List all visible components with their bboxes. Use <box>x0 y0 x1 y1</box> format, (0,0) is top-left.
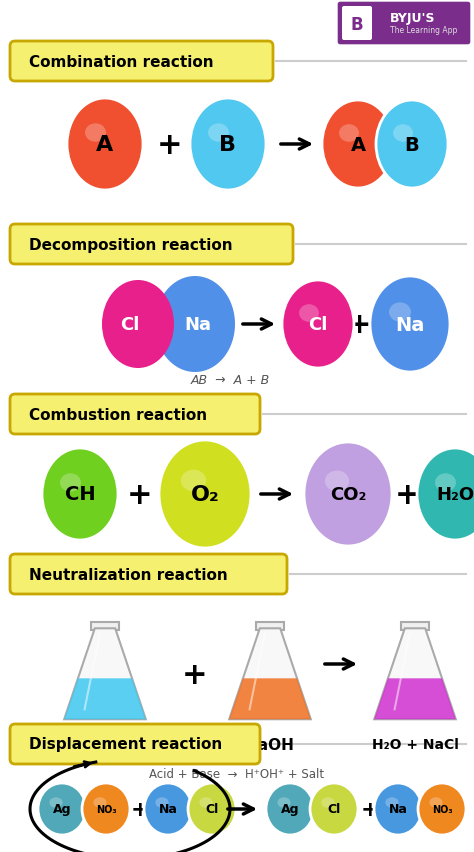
Polygon shape <box>64 629 146 719</box>
Text: +: + <box>348 311 372 338</box>
Text: CO₂: CO₂ <box>330 486 366 504</box>
Ellipse shape <box>155 797 169 808</box>
Text: +: + <box>127 480 153 509</box>
Text: A: A <box>96 135 114 155</box>
Text: Decomposition reaction: Decomposition reaction <box>29 237 233 252</box>
Ellipse shape <box>42 448 118 540</box>
Text: Ag: Ag <box>281 803 299 815</box>
Ellipse shape <box>385 797 399 808</box>
Text: +: + <box>131 799 149 819</box>
Text: CH: CH <box>64 485 95 504</box>
Text: The Learning App: The Learning App <box>390 26 457 34</box>
Ellipse shape <box>299 305 319 322</box>
FancyBboxPatch shape <box>10 724 260 764</box>
Text: +: + <box>157 130 183 159</box>
Text: Cl: Cl <box>308 315 328 334</box>
Ellipse shape <box>389 303 411 322</box>
Ellipse shape <box>85 124 106 142</box>
Ellipse shape <box>181 470 206 492</box>
Text: B: B <box>219 135 237 155</box>
Polygon shape <box>91 622 119 630</box>
Polygon shape <box>374 678 456 719</box>
Polygon shape <box>229 629 311 719</box>
Text: +: + <box>361 799 379 819</box>
Ellipse shape <box>277 797 291 808</box>
Ellipse shape <box>102 280 174 369</box>
Text: Neutralization reaction: Neutralization reaction <box>29 567 228 582</box>
Ellipse shape <box>417 448 474 540</box>
Text: AB  →  A + B: AB → A + B <box>191 373 270 386</box>
Ellipse shape <box>393 125 413 142</box>
Text: Na: Na <box>395 315 425 334</box>
Ellipse shape <box>304 442 392 546</box>
Ellipse shape <box>376 101 448 189</box>
Text: B: B <box>351 16 363 34</box>
Ellipse shape <box>144 783 192 835</box>
Ellipse shape <box>188 783 236 835</box>
Ellipse shape <box>418 783 466 835</box>
Text: A: A <box>350 135 365 154</box>
Ellipse shape <box>208 124 229 142</box>
Ellipse shape <box>429 797 443 808</box>
Text: O₂: O₂ <box>191 485 219 504</box>
Text: B: B <box>405 135 419 154</box>
Text: NO₃: NO₃ <box>432 804 452 814</box>
Ellipse shape <box>435 474 456 492</box>
Polygon shape <box>374 629 456 719</box>
Text: Acid + Base  →  H⁺OH⁺ + Salt: Acid + Base → H⁺OH⁺ + Salt <box>149 768 325 780</box>
Ellipse shape <box>38 783 86 835</box>
Ellipse shape <box>60 474 81 492</box>
Ellipse shape <box>155 277 235 372</box>
Ellipse shape <box>310 783 358 835</box>
Ellipse shape <box>321 797 335 808</box>
Ellipse shape <box>190 99 266 191</box>
Text: Combination reaction: Combination reaction <box>29 55 214 69</box>
Text: Cl: Cl <box>328 803 341 815</box>
Text: H₂O: H₂O <box>436 486 474 504</box>
FancyBboxPatch shape <box>10 225 293 265</box>
Ellipse shape <box>282 280 354 369</box>
FancyBboxPatch shape <box>342 7 372 41</box>
Ellipse shape <box>322 101 394 189</box>
Ellipse shape <box>325 471 349 492</box>
Text: HCl: HCl <box>91 737 119 751</box>
Text: Cl: Cl <box>205 803 219 815</box>
Text: NO₃: NO₃ <box>96 804 116 814</box>
Ellipse shape <box>93 797 107 808</box>
FancyBboxPatch shape <box>10 394 260 435</box>
Text: Combustion reaction: Combustion reaction <box>29 407 207 422</box>
FancyBboxPatch shape <box>10 555 287 595</box>
Ellipse shape <box>82 783 130 835</box>
Polygon shape <box>401 622 429 630</box>
Text: NaOH: NaOH <box>246 737 294 751</box>
Ellipse shape <box>67 99 143 191</box>
Text: Na: Na <box>389 803 408 815</box>
Text: Na: Na <box>184 315 211 334</box>
FancyBboxPatch shape <box>337 2 471 46</box>
Polygon shape <box>229 678 311 719</box>
Polygon shape <box>255 622 284 630</box>
Ellipse shape <box>266 783 314 835</box>
Ellipse shape <box>339 125 359 142</box>
Text: Displacement reaction: Displacement reaction <box>29 737 222 751</box>
Text: +: + <box>182 659 208 688</box>
Ellipse shape <box>49 797 63 808</box>
Ellipse shape <box>200 797 213 808</box>
Text: H₂O + NaCl: H₂O + NaCl <box>372 737 458 751</box>
Polygon shape <box>64 678 146 719</box>
Text: Na: Na <box>159 803 177 815</box>
Text: BYJU'S: BYJU'S <box>390 11 436 25</box>
FancyBboxPatch shape <box>10 42 273 82</box>
Ellipse shape <box>374 783 422 835</box>
Ellipse shape <box>159 440 251 549</box>
Ellipse shape <box>370 277 450 372</box>
Text: +: + <box>395 480 421 509</box>
Text: Cl: Cl <box>120 315 140 334</box>
Text: Ag: Ag <box>53 803 71 815</box>
